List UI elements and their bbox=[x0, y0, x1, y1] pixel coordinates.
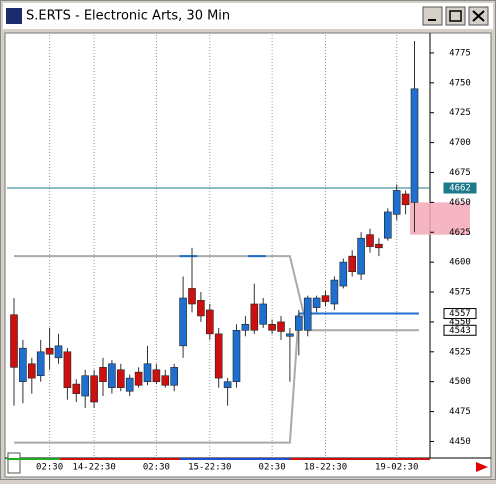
candle-body bbox=[286, 333, 294, 337]
y-tick-label: 4600 bbox=[449, 258, 471, 268]
candle-body bbox=[214, 333, 223, 379]
y-tick-label: 4650 bbox=[449, 198, 471, 208]
candle-body bbox=[330, 279, 339, 305]
trendline bbox=[14, 255, 419, 332]
candle-body bbox=[125, 377, 134, 392]
y-tick-label: 4775 bbox=[449, 48, 471, 58]
y-tick-label: 4625 bbox=[449, 228, 471, 238]
price-marker-label: 4557 bbox=[449, 309, 471, 319]
candle-body bbox=[392, 190, 401, 215]
x-tick-label: 02:30 bbox=[36, 463, 63, 473]
candle-body bbox=[143, 363, 152, 382]
candle-body bbox=[241, 324, 250, 331]
minimize-button[interactable] bbox=[422, 6, 443, 26]
candle-body bbox=[108, 363, 116, 388]
candle-body bbox=[117, 369, 125, 388]
x-tick-label: 02:30 bbox=[143, 463, 170, 473]
candle-body bbox=[63, 351, 72, 388]
candle-body bbox=[45, 347, 54, 355]
candle-body bbox=[294, 315, 303, 331]
x-tick-label: 19-02:30 bbox=[375, 463, 418, 473]
window-buttons[interactable] bbox=[422, 6, 489, 26]
candle-body bbox=[54, 345, 63, 359]
y-tick-label: 4475 bbox=[449, 407, 471, 417]
candle-body bbox=[383, 211, 392, 239]
title-bar bbox=[3, 3, 493, 29]
candle-body bbox=[152, 369, 161, 382]
candle-body bbox=[188, 288, 196, 305]
candle-body bbox=[90, 375, 98, 403]
x-tick-label: 15-22:30 bbox=[188, 463, 231, 473]
price-marker-label: 4543 bbox=[449, 326, 471, 336]
candle-body bbox=[99, 367, 107, 382]
zone bbox=[410, 202, 470, 235]
candle-body bbox=[339, 261, 348, 287]
scroll-arrow[interactable] bbox=[476, 462, 488, 472]
candle-body bbox=[27, 363, 36, 379]
candle-body bbox=[81, 375, 89, 397]
y-tick-label: 4500 bbox=[449, 377, 471, 387]
candle-body bbox=[72, 383, 81, 394]
y-tick-label: 4450 bbox=[449, 437, 471, 447]
candle-body bbox=[277, 321, 285, 332]
candle-body bbox=[259, 303, 268, 325]
candle-body bbox=[375, 243, 383, 249]
plot: 4450 4475 4500 4525 4550 4575 4600 4625 4650 4675… bbox=[7, 35, 477, 473]
candle-body bbox=[410, 88, 419, 203]
y-tick-label: 4725 bbox=[449, 108, 471, 118]
candle-body bbox=[401, 193, 410, 206]
candle-body bbox=[268, 324, 276, 331]
candle-body bbox=[321, 295, 330, 302]
candle-body bbox=[312, 297, 321, 308]
candle-body bbox=[170, 367, 178, 386]
candle-body bbox=[357, 237, 365, 275]
icon bbox=[449, 10, 462, 22]
candle-body bbox=[19, 347, 27, 382]
y-tick-label: 4675 bbox=[449, 168, 471, 178]
candle-body bbox=[223, 381, 232, 388]
trendline bbox=[14, 313, 300, 444]
y-tick-label: 4750 bbox=[449, 78, 471, 88]
price-marker-box bbox=[443, 182, 477, 194]
x-tick-label: 02:30 bbox=[259, 463, 286, 473]
maximize-button[interactable] bbox=[445, 6, 466, 26]
candle-body bbox=[36, 351, 45, 377]
x-tick-label: 18-22:30 bbox=[304, 463, 347, 473]
candle-body bbox=[366, 234, 374, 247]
candle-body bbox=[161, 375, 170, 386]
window-title: S.ERTS - Electronic Arts, 30 Min bbox=[26, 9, 230, 24]
candle-body bbox=[10, 314, 18, 368]
candle-body bbox=[206, 309, 214, 335]
chart-area bbox=[4, 32, 492, 478]
y-tick-label: 4575 bbox=[449, 288, 471, 298]
price-marker-box bbox=[443, 324, 477, 336]
candle-body bbox=[348, 255, 357, 273]
icon bbox=[472, 10, 485, 22]
scroll-box[interactable] bbox=[7, 452, 21, 474]
x-tick-label: 14-22:30 bbox=[72, 463, 115, 473]
y-tick-label: 4700 bbox=[449, 138, 471, 148]
app-icon bbox=[6, 8, 22, 24]
candle-body bbox=[134, 371, 143, 386]
candle-body bbox=[232, 329, 241, 382]
candle-body bbox=[197, 300, 205, 317]
price-marker-box bbox=[443, 308, 477, 320]
candle-body bbox=[250, 303, 259, 331]
y-tick-label: 4525 bbox=[449, 347, 471, 357]
y-tick-label: 4550 bbox=[449, 317, 471, 327]
candle-body bbox=[303, 297, 312, 331]
candle-body bbox=[179, 297, 187, 347]
price-marker-label: 4662 bbox=[449, 184, 471, 194]
